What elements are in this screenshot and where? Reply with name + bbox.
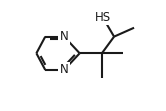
Text: N: N <box>60 30 69 43</box>
Text: N: N <box>60 63 69 76</box>
Text: HS: HS <box>95 11 111 24</box>
